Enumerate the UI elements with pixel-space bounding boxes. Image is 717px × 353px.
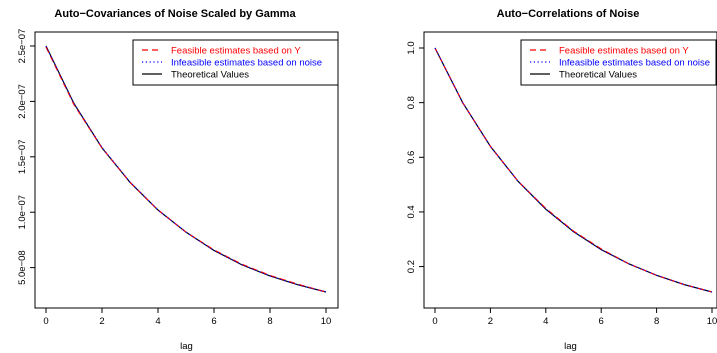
legend: Feasible estimates based on YInfeasible …: [132, 39, 339, 86]
x-tick-label: 2: [488, 316, 493, 327]
x-tick-label: 2: [99, 316, 104, 327]
y-tick-label: 0.2: [406, 260, 417, 273]
y-tick-label: 2.0e−07: [17, 84, 28, 119]
x-tick-label: 4: [543, 316, 548, 327]
x-axis-title: lag: [180, 341, 193, 352]
x-tick-label: 10: [321, 316, 332, 327]
legend-label-1: Feasible estimates based on Y: [559, 46, 689, 57]
y-tick-label: 0.4: [406, 205, 417, 218]
x-tick-label: 0: [43, 316, 48, 327]
legend-label-2: Infeasible estimates based on noise: [171, 58, 322, 69]
legend-label-1: Feasible estimates based on Y: [171, 46, 301, 57]
y-tick-label: 1.0: [406, 41, 417, 54]
y-tick-label: 1.5e−07: [17, 140, 28, 175]
legend: Feasible estimates based on YInfeasible …: [520, 39, 717, 86]
x-axis: 0 2 4 6 8 10: [43, 308, 331, 327]
series-line-2: [434, 47, 713, 293]
x-tick-label: 10: [707, 316, 717, 327]
x-tick-label: 4: [155, 316, 160, 327]
legend-box: [132, 39, 339, 86]
y-tick-label: 5.0e−08: [17, 250, 28, 285]
x-axis-title: lag: [564, 341, 577, 352]
series-line-2: [45, 45, 327, 293]
x-tick-label: 6: [599, 316, 604, 327]
chart-title: Auto−Covariances of Noise Scaled by Gamm…: [54, 8, 296, 20]
legend-label-3: Theoretical Values: [171, 70, 249, 81]
y-tick-label: 2.5e−07: [17, 29, 28, 64]
y-tick-label: 0.8: [406, 96, 417, 109]
y-axis: 0.2 0.4 0.6 0.8 1.0: [406, 41, 424, 273]
x-tick-label: 8: [267, 316, 272, 327]
y-tick-label: 1.0e−07: [17, 195, 28, 230]
x-axis: 0 2 4 6 8 10: [432, 308, 717, 327]
chart-panel-1: Auto−Covariances of Noise Scaled by Gamm…: [17, 8, 339, 352]
x-tick-label: 6: [211, 316, 216, 327]
chart-title: Auto−Correlations of Noise: [497, 8, 640, 20]
x-tick-label: 8: [654, 316, 659, 327]
plot-frame: [34, 31, 339, 309]
y-axis: 5.0e−08 1.0e−07 1.5e−07 2.0e−07 2.5e−07: [17, 29, 35, 285]
plot-frame: [423, 31, 717, 309]
legend-label-2: Infeasible estimates based on noise: [559, 58, 710, 69]
y-tick-label: 0.6: [406, 151, 417, 164]
legend-box: [520, 39, 717, 86]
x-tick-label: 0: [432, 316, 437, 327]
legend-label-3: Theoretical Values: [559, 70, 637, 81]
